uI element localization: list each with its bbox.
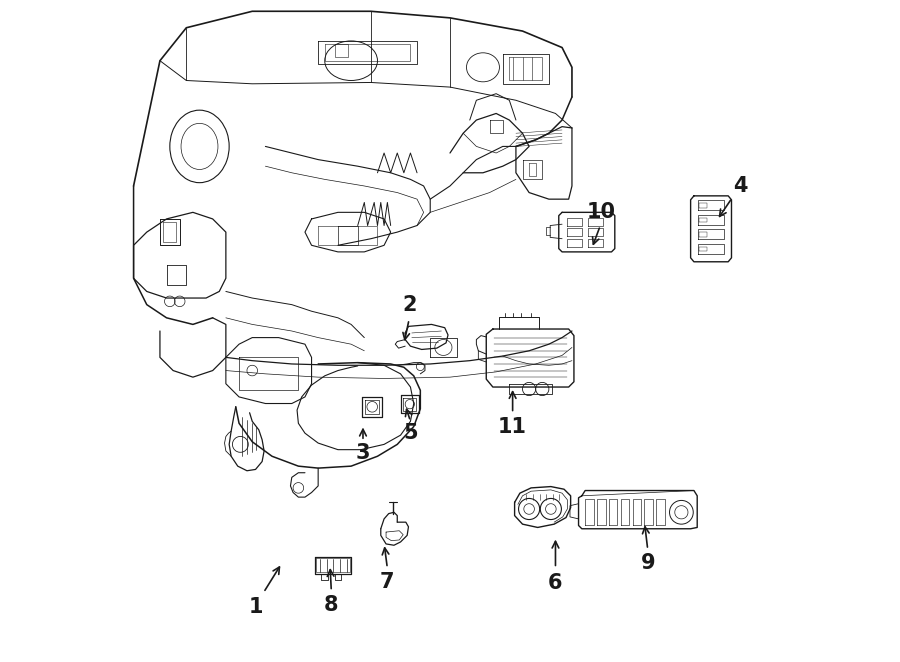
Text: 8: 8: [324, 594, 338, 614]
Text: 1: 1: [248, 596, 263, 616]
Text: 9: 9: [641, 553, 655, 573]
Text: 2: 2: [402, 295, 417, 314]
Text: 10: 10: [587, 203, 617, 222]
Text: 11: 11: [498, 416, 527, 436]
Text: 5: 5: [403, 423, 418, 443]
Text: 3: 3: [356, 443, 370, 463]
Text: 4: 4: [733, 176, 747, 196]
Text: 7: 7: [380, 571, 394, 592]
Text: 6: 6: [548, 573, 562, 593]
